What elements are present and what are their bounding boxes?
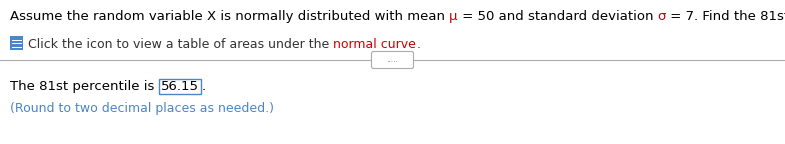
Text: σ: σ: [658, 10, 666, 23]
Text: (Round to two decimal places as needed.): (Round to two decimal places as needed.): [10, 102, 274, 115]
Text: .: .: [416, 38, 420, 51]
Text: = 50 and standard deviation: = 50 and standard deviation: [458, 10, 658, 23]
Text: normal curve: normal curve: [334, 38, 416, 51]
Text: .....: .....: [386, 55, 399, 65]
Text: μ: μ: [449, 10, 458, 23]
FancyBboxPatch shape: [159, 79, 201, 94]
FancyBboxPatch shape: [10, 36, 23, 50]
FancyBboxPatch shape: [371, 52, 414, 69]
Text: Click the icon to view a table of areas under the: Click the icon to view a table of areas …: [28, 38, 334, 51]
Text: = 7. Find the 81st percentile.: = 7. Find the 81st percentile.: [666, 10, 785, 23]
Text: The 81st percentile is: The 81st percentile is: [10, 80, 159, 93]
Text: Assume the random variable X is normally distributed with mean: Assume the random variable X is normally…: [10, 10, 449, 23]
Text: 56.15: 56.15: [161, 80, 199, 93]
Text: .: .: [202, 80, 206, 93]
